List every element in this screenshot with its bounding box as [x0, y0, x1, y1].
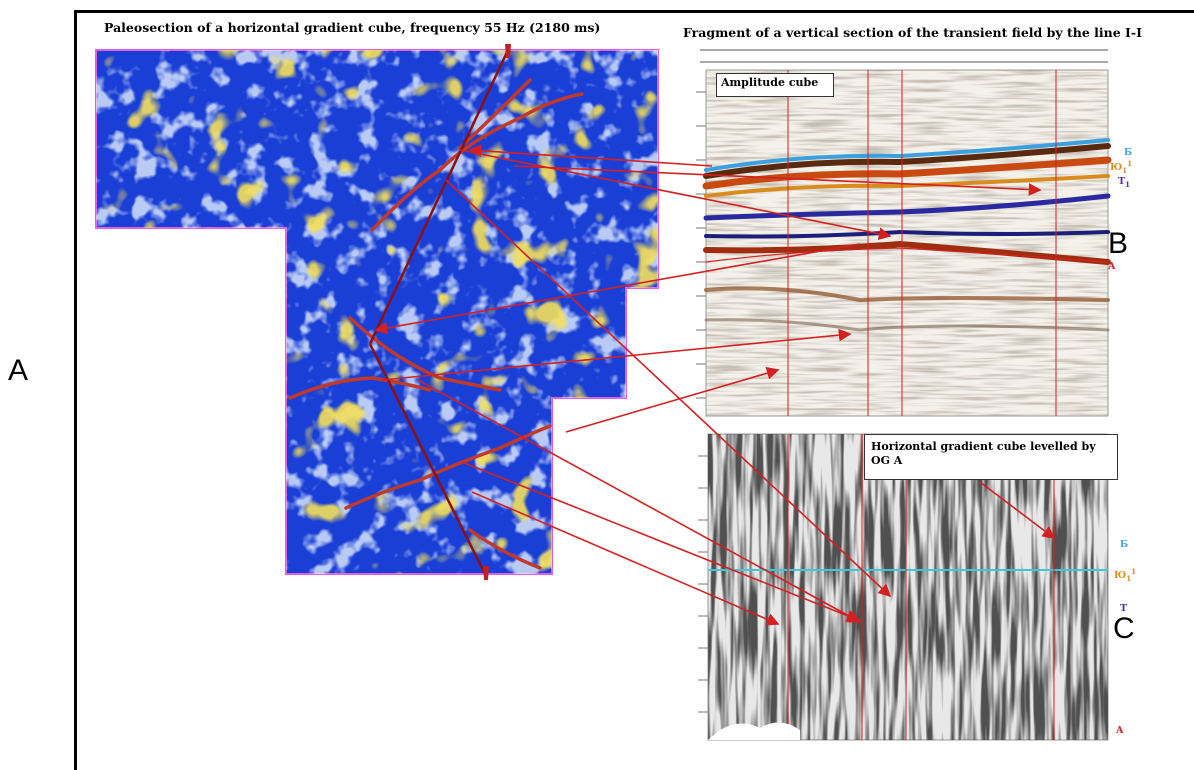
paleosection-title: Paleosection of a horizontal gradient cu…: [104, 20, 601, 35]
horizon-label-yu-bottom-base: Ю: [1114, 570, 1127, 582]
anomaly-traces: [288, 78, 584, 570]
horizon-label-t-bottom: T: [1120, 603, 1128, 614]
horizon-label-yu-top-sup: 1: [1127, 159, 1132, 168]
horizon-label-b-top: Б: [1124, 147, 1133, 158]
horizon-label-a-bottom: A: [1116, 725, 1124, 736]
horizon-label-yu-bottom: Ю11: [1114, 568, 1136, 582]
gradient-cube-label-line1: Horizontal gradient cube levelled by: [871, 440, 1096, 453]
amplitude-section: [696, 49, 1112, 417]
horizon-label-yu-bottom-sup: 1: [1131, 567, 1136, 576]
amplitude-cube-label: Amplitude cube: [716, 73, 834, 97]
figure-frame: [74, 10, 1194, 770]
horizon-label-yu-top: Ю11: [1110, 160, 1132, 174]
panel-label-c: C: [1113, 612, 1135, 645]
horizon-label-yu-bottom-sub: 1: [1126, 574, 1132, 584]
horizon-label-yu-top-base: Ю: [1110, 162, 1123, 174]
horizon-label-t-top: T1: [1118, 177, 1130, 188]
gradient-cube-label-line2: OG A: [871, 454, 903, 467]
horizon-label-t-top-base: T: [1118, 176, 1126, 187]
horizon-label-yu-top-sub: 1: [1122, 166, 1128, 176]
profile-end-marker: [483, 566, 489, 580]
horizon-label-t-top-sub: 1: [1125, 179, 1130, 189]
horizon-label-b-bottom: Б: [1120, 539, 1129, 550]
profile-start-marker: [505, 44, 511, 58]
panel-label-a: A: [8, 354, 29, 387]
vertical-section-title: Fragment of a vertical section of the tr…: [683, 25, 1142, 40]
horizon-label-a-top: A: [1108, 261, 1116, 272]
profile-line-i-i: [368, 49, 510, 577]
panel-label-b: B: [1108, 227, 1129, 260]
correlation-arrows: [374, 144, 1056, 626]
gradient-cube-label: Horizontal gradient cube levelled by OG …: [864, 434, 1118, 480]
paleosection-map: [95, 44, 659, 580]
